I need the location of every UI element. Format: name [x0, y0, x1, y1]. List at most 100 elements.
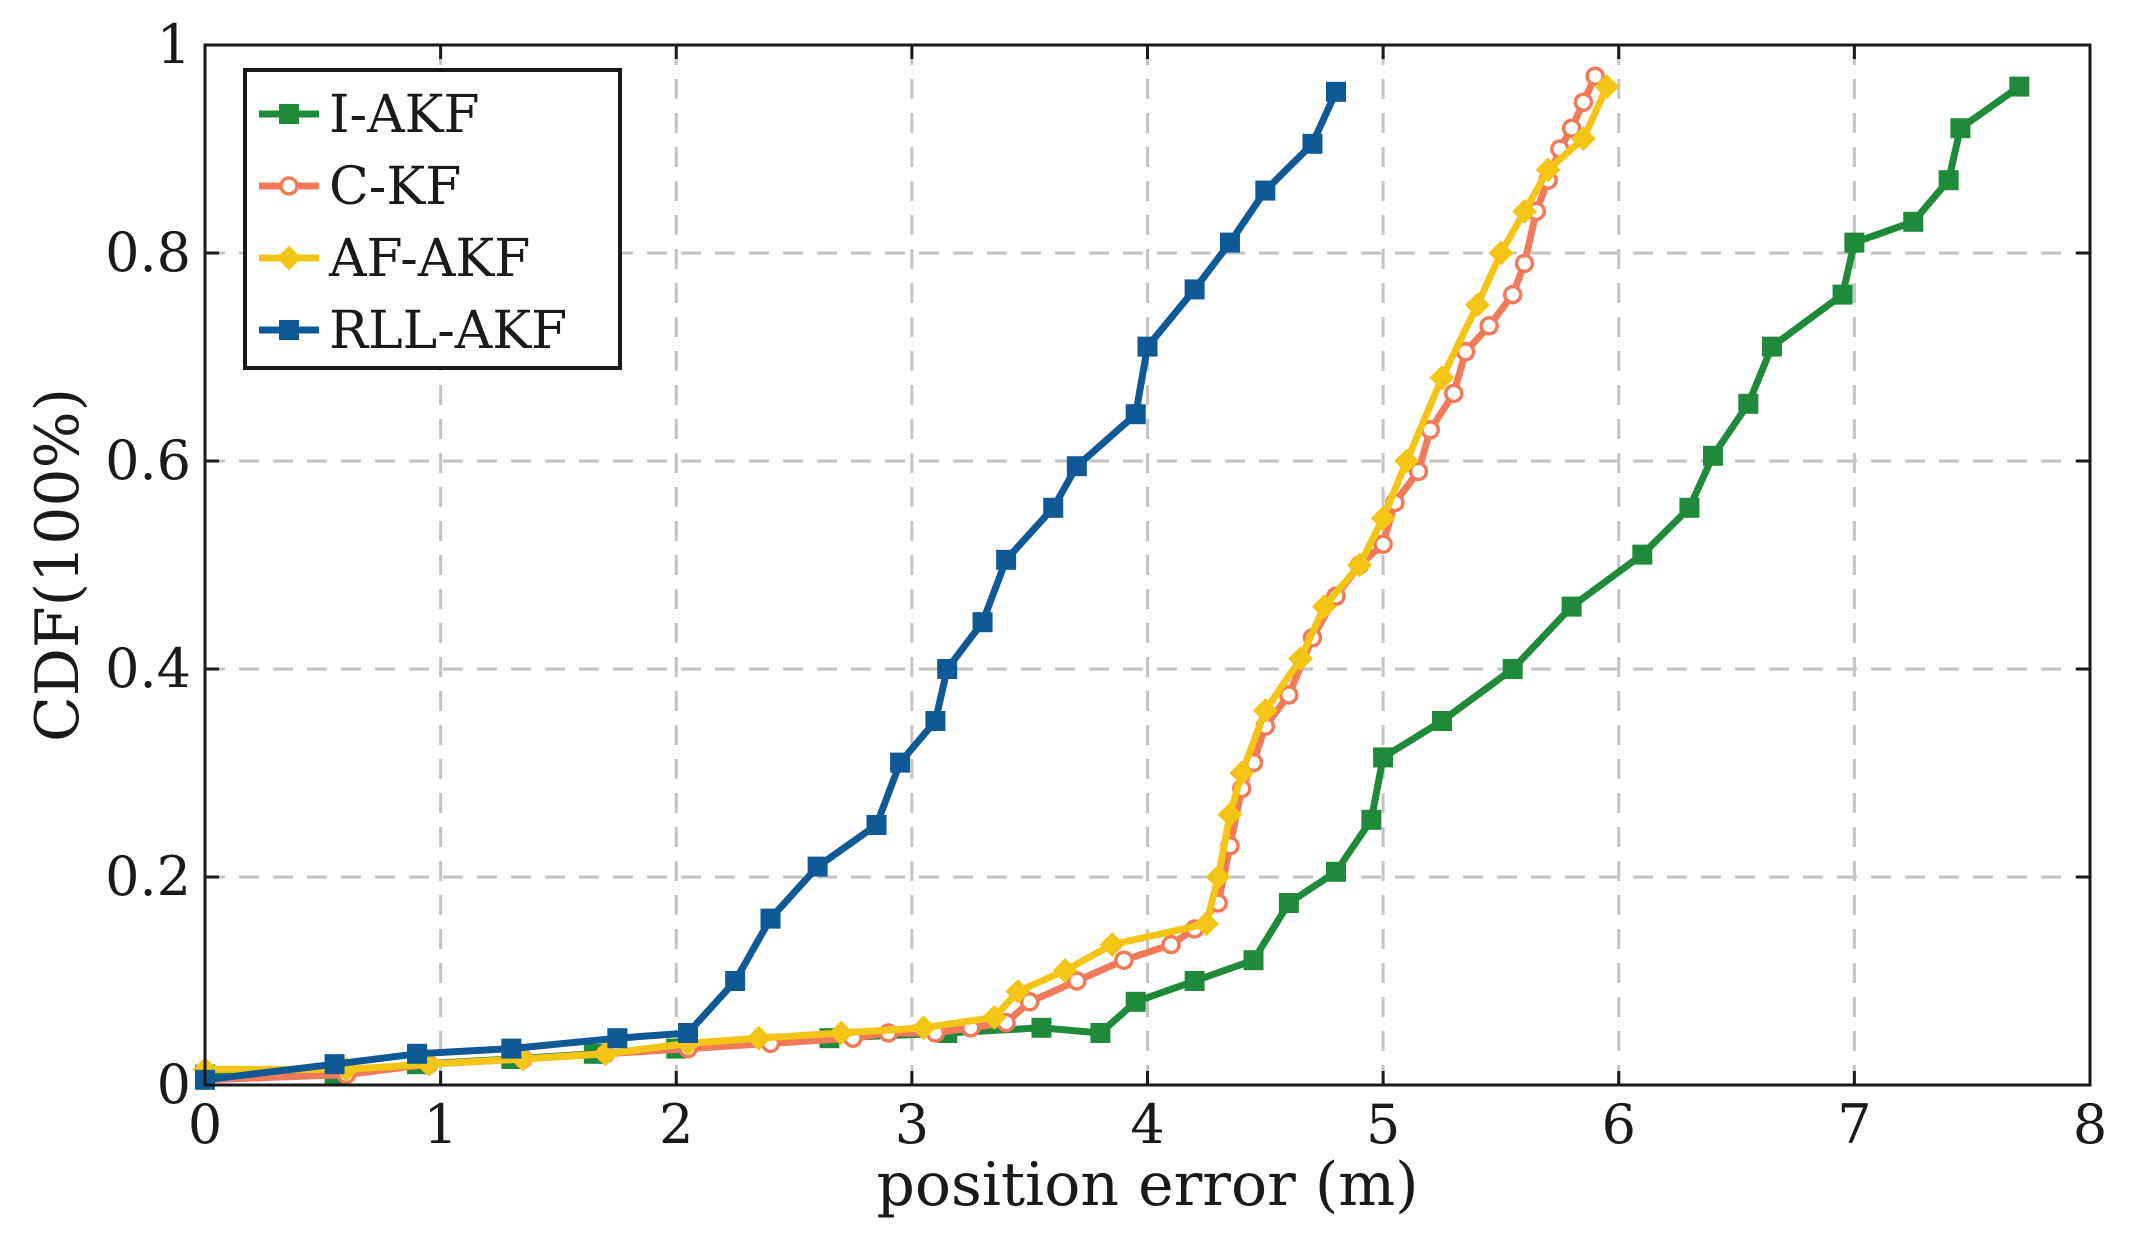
data-point-rll-akf: [866, 815, 887, 835]
data-point-rll-akf: [1255, 180, 1276, 201]
x-tick-label: 6: [1602, 1093, 1636, 1156]
data-point-i-akf: [1125, 991, 1146, 1012]
data-point-af-akf: [1488, 240, 1514, 266]
legend-label: C-KF: [329, 157, 461, 217]
data-point-i-akf: [1844, 232, 1865, 253]
data-point-af-akf: [1311, 594, 1337, 620]
legend-label: AF-AKF: [328, 229, 530, 289]
data-point-i-akf: [1502, 659, 1523, 679]
axis-ticks: 0 1 2 3 4 5 6 7 8 0 0.2 0.4 0.6 0.8 1: [105, 13, 2107, 1156]
data-point-i-akf: [1090, 1023, 1111, 1043]
x-tick-label: 8: [2073, 1093, 2107, 1156]
y-axis-label: CDF(100%): [23, 388, 93, 742]
data-point-c-kf: [1408, 461, 1429, 482]
data-point-rll-akf: [607, 1028, 628, 1049]
legend-swatch-marker: [279, 320, 299, 340]
x-tick-label: 0: [188, 1093, 222, 1156]
data-point-rll-akf: [1125, 404, 1146, 425]
data-point-i-akf: [1184, 971, 1205, 991]
data-point-c-kf: [1279, 685, 1299, 705]
legend-item-c-kf: C-KF: [259, 157, 461, 217]
data-point-c-kf: [1573, 92, 1594, 112]
data-point-rll-akf: [996, 549, 1017, 570]
data-point-rll-akf: [760, 908, 781, 929]
data-point-af-akf: [1205, 864, 1231, 890]
data-point-i-akf: [1903, 211, 1924, 232]
data-point-i-akf: [1373, 747, 1394, 768]
data-point-af-akf: [1052, 958, 1078, 984]
data-point-af-akf: [1535, 157, 1561, 183]
data-point-rll-akf: [937, 659, 958, 679]
data-point-i-akf: [1761, 336, 1782, 357]
legend-label: RLL-AKF: [329, 301, 567, 361]
data-point-c-kf: [1479, 316, 1499, 336]
data-point-c-kf: [1373, 534, 1393, 554]
x-tick-label: 2: [659, 1093, 693, 1156]
data-point-af-akf: [1512, 198, 1537, 224]
data-point-i-akf: [2009, 76, 2030, 97]
data-point-i-akf: [1950, 118, 1971, 139]
data-point-af-akf: [981, 1004, 1007, 1030]
data-point-i-akf: [1031, 1017, 1052, 1038]
data-point-i-akf: [1738, 393, 1759, 414]
data-point-af-akf: [1594, 74, 1620, 100]
data-point-af-akf: [911, 1015, 937, 1041]
data-point-rll-akf: [890, 752, 911, 773]
series-rll-akf: [195, 81, 1346, 1090]
data-point-af-akf: [1347, 552, 1372, 578]
x-tick-label: 3: [895, 1093, 929, 1156]
data-point-i-akf: [1432, 711, 1453, 731]
data-point-c-kf: [1019, 992, 1040, 1012]
y-tick-label: 0.2: [105, 845, 191, 908]
data-point-rll-akf: [1066, 456, 1087, 477]
data-point-i-akf: [1361, 809, 1382, 830]
legend-label: I-AKF: [329, 85, 480, 145]
data-point-af-akf: [1252, 698, 1278, 724]
series-layer: [192, 66, 2030, 1090]
legend-swatch-marker: [279, 176, 299, 196]
x-tick-label: 5: [1366, 1093, 1400, 1156]
data-point-i-akf: [1561, 596, 1582, 617]
data-point-af-akf: [1570, 126, 1596, 152]
data-point-rll-akf: [678, 1023, 699, 1043]
data-point-c-kf: [1585, 66, 1605, 86]
data-point-rll-akf: [807, 856, 828, 877]
data-point-af-akf: [1288, 646, 1314, 672]
data-point-rll-akf: [1302, 133, 1323, 154]
data-point-i-akf: [1938, 170, 1959, 191]
data-point-c-kf: [1161, 934, 1181, 955]
data-point-rll-akf: [1184, 279, 1205, 300]
legend: I-AKF C-KF AF-AKF RLL-AKF: [243, 68, 622, 370]
x-tick-label: 1: [423, 1093, 457, 1156]
data-point-af-akf: [1099, 932, 1125, 958]
y-tick-label: 0.8: [105, 221, 191, 284]
legend-item-af-akf: AF-AKF: [259, 229, 530, 289]
y-tick-label: 0.6: [105, 429, 191, 492]
data-point-rll-akf: [1043, 497, 1064, 518]
data-point-c-kf: [1514, 253, 1535, 274]
data-point-rll-akf: [972, 612, 993, 633]
x-tick-label: 4: [1130, 1093, 1164, 1156]
legend-box: [243, 68, 622, 370]
data-point-af-akf: [1005, 978, 1031, 1004]
data-point-rll-akf: [407, 1043, 428, 1064]
y-tick-label: 0: [157, 1053, 191, 1116]
data-point-i-akf: [1278, 893, 1299, 913]
data-point-i-akf: [1326, 861, 1346, 882]
data-point-c-kf: [1444, 383, 1464, 404]
data-point-af-akf: [746, 1025, 772, 1051]
data-point-af-akf: [1229, 760, 1255, 786]
legend-item-rll-akf: RLL-AKF: [259, 301, 567, 361]
series-line-af-akf: [205, 85, 1611, 1073]
data-point-rll-akf: [725, 971, 746, 991]
data-point-af-akf: [593, 1041, 618, 1067]
data-point-i-akf: [1632, 544, 1653, 565]
legend-swatch-marker: [279, 104, 299, 124]
data-point-i-akf: [1679, 497, 1700, 518]
data-point-af-akf: [1217, 802, 1243, 828]
data-point-c-kf: [1114, 950, 1134, 970]
data-point-c-kf: [1067, 971, 1087, 991]
data-point-rll-akf: [324, 1054, 345, 1075]
